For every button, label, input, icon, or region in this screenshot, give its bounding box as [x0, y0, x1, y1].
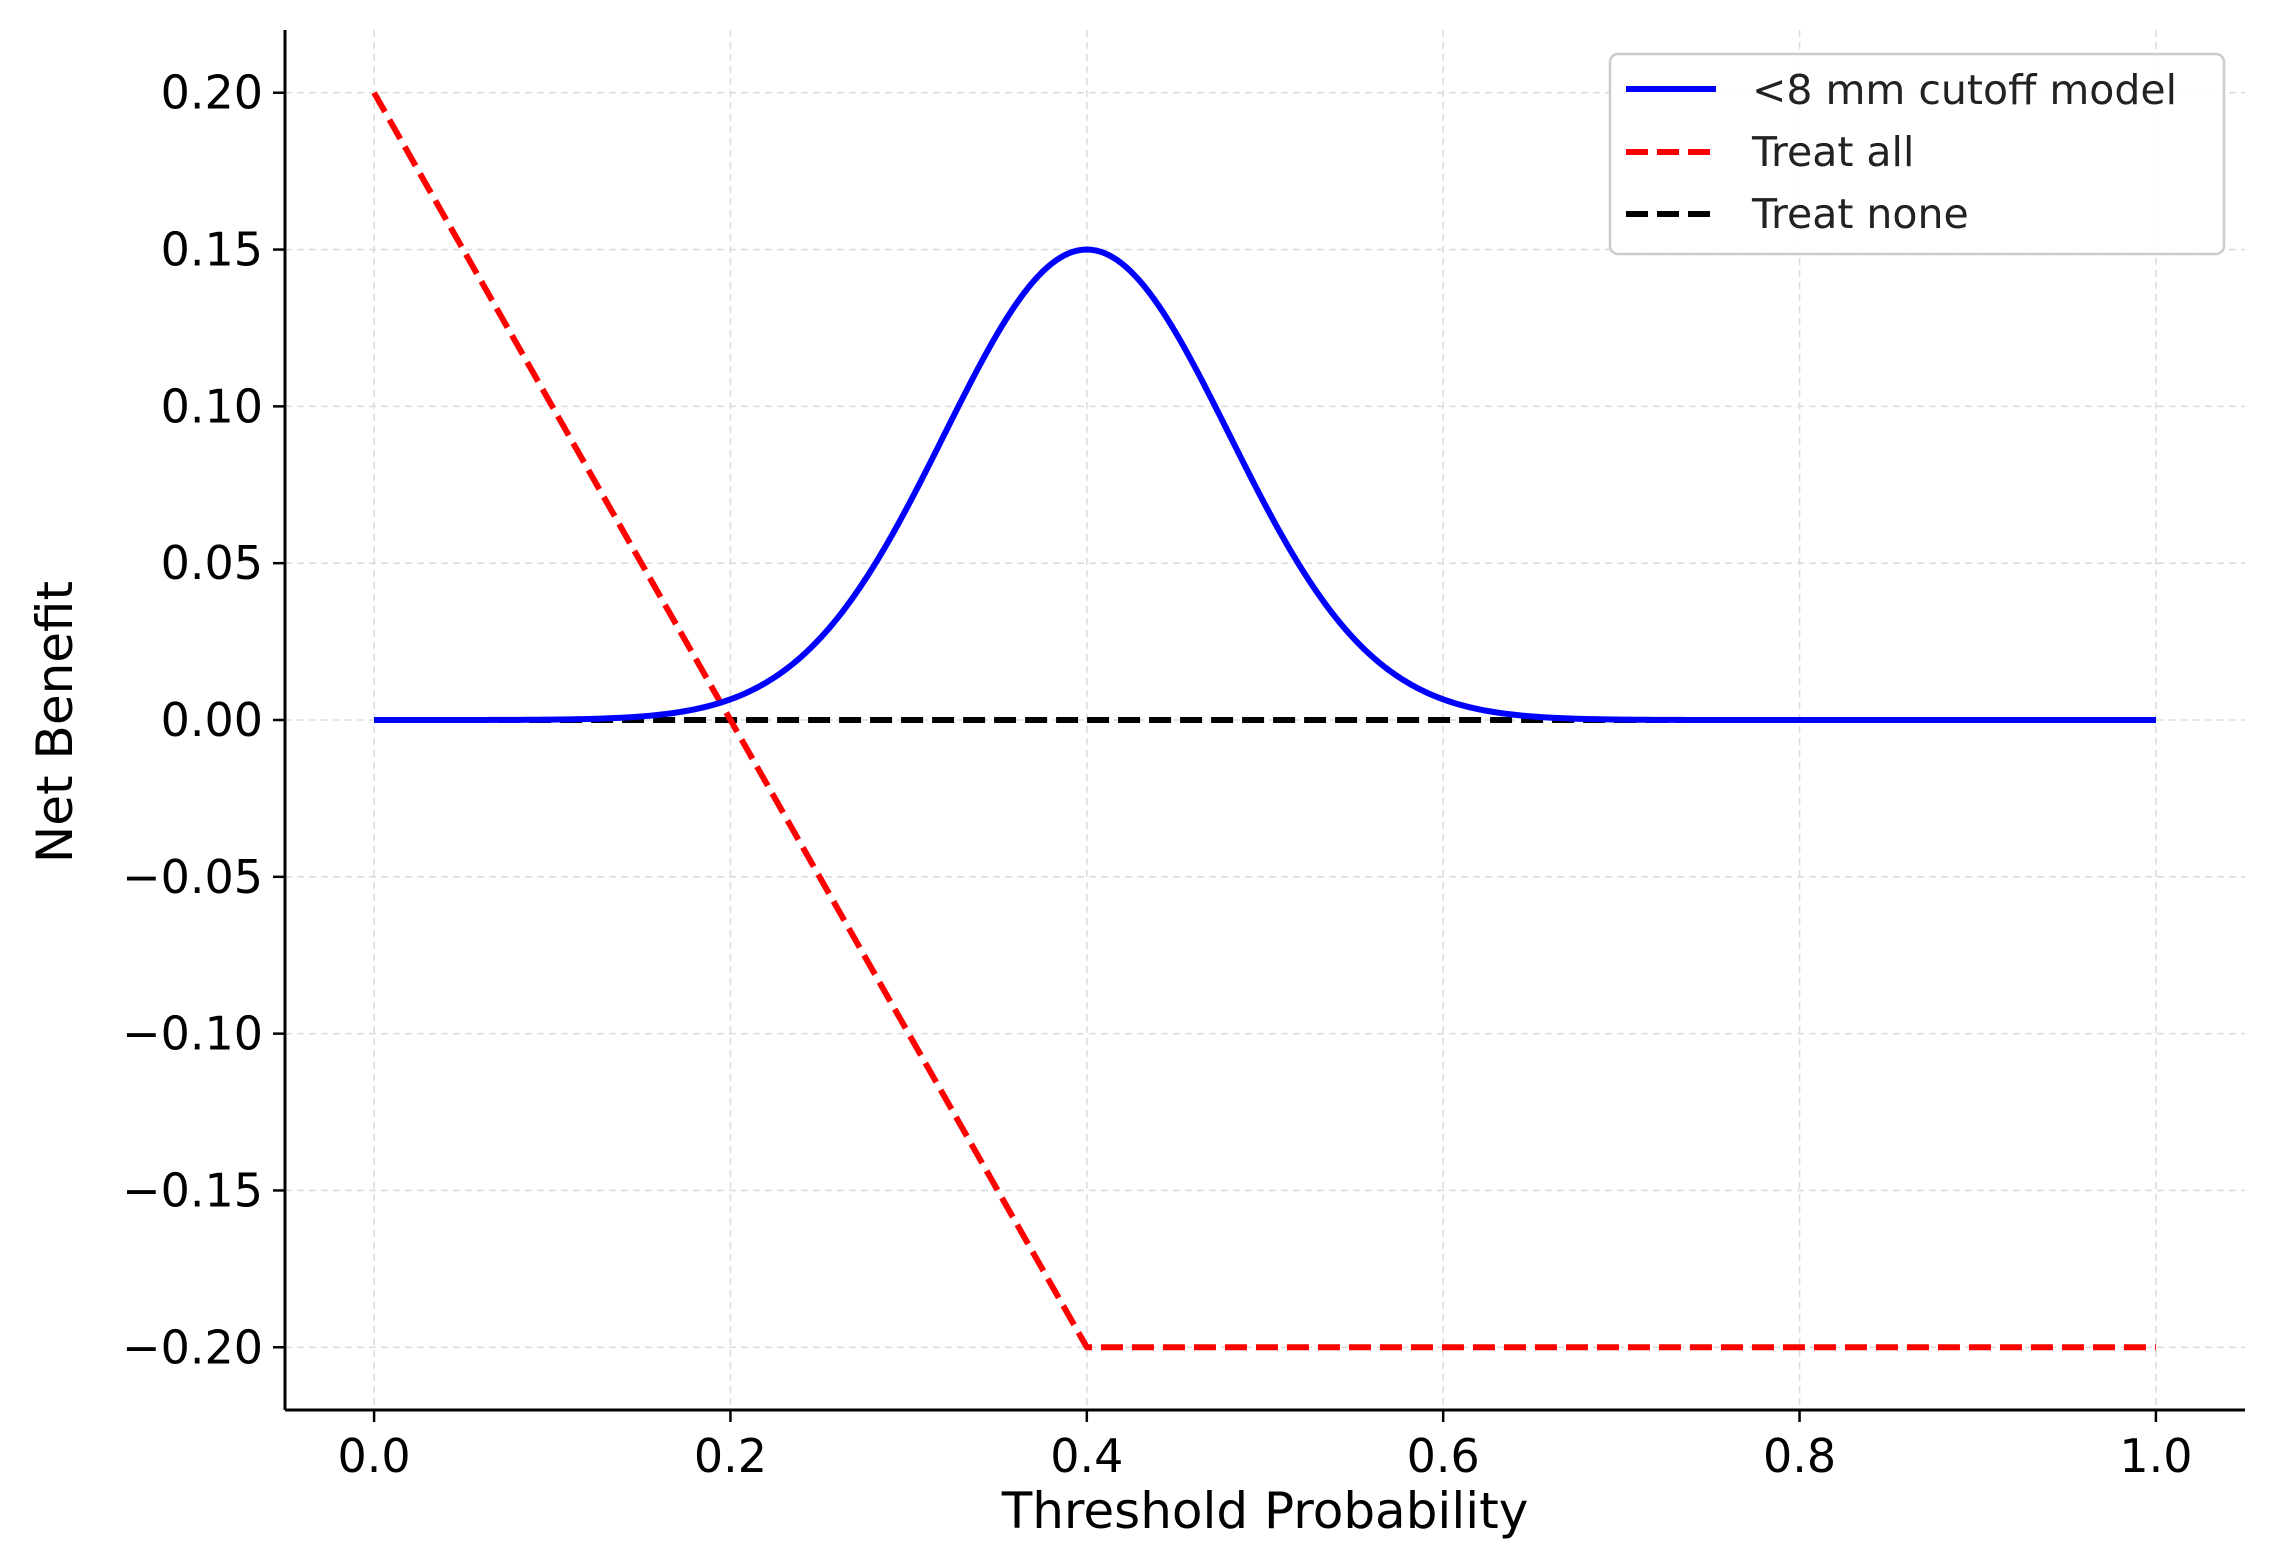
- legend-label-treat-none: Treat none: [1751, 190, 1969, 238]
- legend-label-treat-all: Treat all: [1751, 128, 1914, 176]
- x-ticks: 0.0 0.2 0.4 0.6 0.8 1.0: [338, 1410, 2192, 1483]
- legend-label-model: <8 mm cutoff model: [1752, 66, 2177, 114]
- series-layer: [371, 91, 2156, 1351]
- series-line-treat-all: [371, 91, 2156, 1351]
- x-tick-label: 1.0: [2119, 1429, 2192, 1483]
- x-tick-label: 0.8: [1763, 1429, 1836, 1483]
- x-tick-label: 0.4: [1050, 1429, 1123, 1483]
- y-tick-label: 0.05: [161, 536, 263, 590]
- legend-box: [1608, 52, 2226, 256]
- series-line-8-mm-cutoff-model: [374, 246, 2156, 723]
- y-tick-label: −0.10: [122, 1007, 263, 1061]
- y-tick-label: 0.20: [161, 66, 263, 120]
- y-tick-label: 0.10: [161, 379, 263, 433]
- y-ticks: 0.20 0.15 0.10 0.05 0.00 −0.05 −0.10 −0.15 −0.20: [122, 66, 285, 1374]
- y-axis-title: Net Benefit: [26, 581, 84, 863]
- y-tick-label: 0.00: [161, 693, 263, 747]
- y-tick-label: −0.05: [122, 850, 263, 904]
- y-tick-label: −0.20: [122, 1320, 263, 1374]
- x-tick-label: 0.0: [338, 1429, 411, 1483]
- y-tick-label: 0.15: [161, 223, 263, 277]
- legend: <8 mm cutoff model Treat all Treat none: [1608, 52, 2226, 256]
- x-tick-label: 0.2: [694, 1429, 767, 1483]
- x-axis-title: Threshold Probability: [1001, 1482, 1529, 1540]
- y-tick-label: −0.15: [122, 1163, 263, 1217]
- x-tick-label: 0.6: [1407, 1429, 1480, 1483]
